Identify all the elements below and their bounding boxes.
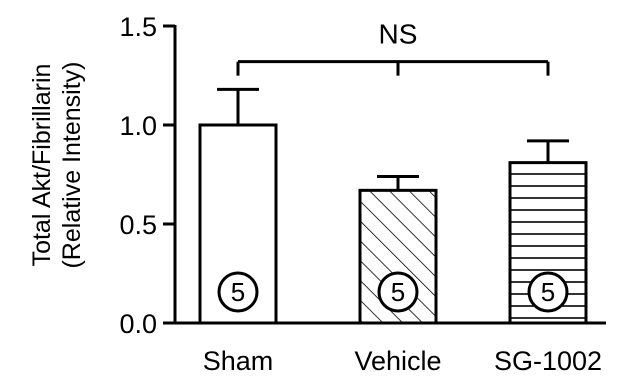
n-label: 5 — [541, 277, 555, 307]
n-circle — [217, 271, 259, 313]
significance-label: NS — [379, 19, 418, 50]
y-axis-title-line-1: Total Akt/Fibrillarin — [28, 64, 56, 267]
n-circle — [377, 271, 419, 313]
y-axis-title: Total Akt/Fibrillarin (Relative Intensit… — [28, 61, 86, 268]
y-tick-label: 1.5 — [119, 12, 157, 42]
n-label: 5 — [391, 277, 405, 307]
y-axis-ticks: 0.0 0.5 1.0 1.5 — [119, 12, 175, 339]
x-category-label: Sham — [203, 346, 274, 376]
y-tick-label: 1.0 — [119, 111, 157, 141]
x-category-label: Vehicle — [354, 346, 441, 376]
y-tick-label: 0.5 — [119, 210, 157, 240]
bars: 5 Sham 5 Vehicle 5 SG-1002 — [198, 87, 602, 376]
significance-bracket: NS — [236, 19, 550, 76]
y-tick-label: 0.0 — [119, 309, 157, 339]
n-circle — [527, 271, 569, 313]
y-axis-title-line-2: (Relative Intensity) — [58, 61, 86, 268]
x-category-label: SG-1002 — [494, 346, 602, 376]
n-label: 5 — [231, 277, 245, 307]
